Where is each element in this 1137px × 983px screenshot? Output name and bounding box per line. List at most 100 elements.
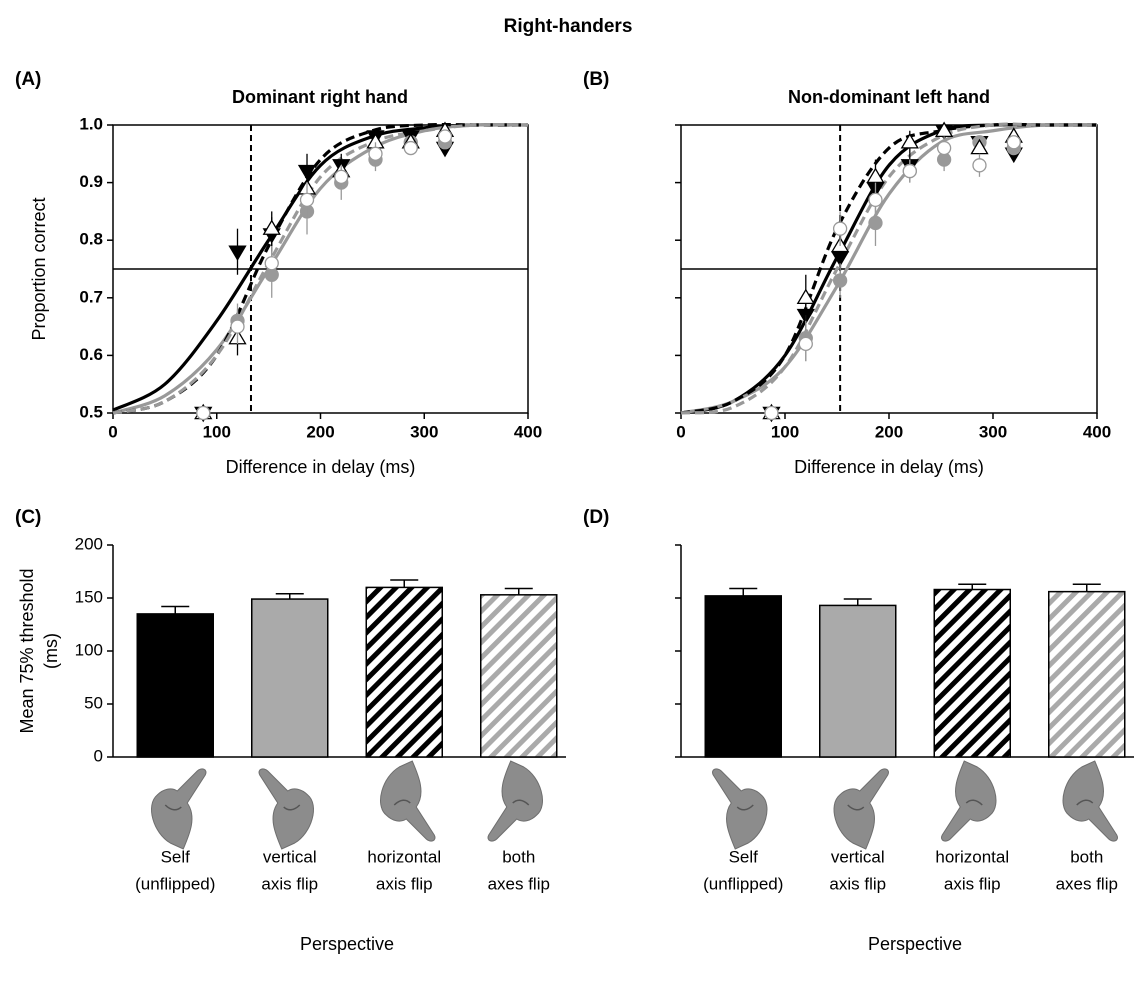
data-point [796,288,815,305]
hand-image [1062,760,1118,842]
panel-label: (C) [15,507,41,528]
data-point [403,140,418,156]
y-tick-label: 200 [75,534,103,553]
x-tick-label: 100 [203,422,231,441]
y-tick-label: 0.8 [79,230,103,249]
hand-image [151,768,207,850]
y-tick-label: 0.6 [79,345,103,364]
error-bar [843,598,872,606]
y-axis-label: Mean 75% threshold [17,568,37,733]
hand-shade [1076,799,1094,806]
category-label: vertical [263,847,317,866]
bar [704,595,782,758]
panel-label: (B) [583,69,609,90]
category-label: axis flip [829,874,886,893]
data-point [868,192,883,208]
hand-image [487,760,543,842]
data-point [868,215,883,231]
y-tick-label: 0.5 [79,402,103,421]
x-tick-label: 100 [771,422,799,441]
x-tick-label: 400 [514,422,542,441]
y-axis-label: (ms) [41,633,61,669]
data-point [832,221,848,236]
category-label: Self [161,847,191,866]
data-point [334,169,349,184]
category-label: horizontal [367,847,441,866]
hand-image [258,768,314,850]
fit-curve [112,123,529,412]
y-tick-label: 100 [75,640,103,659]
bar [136,613,214,758]
x-axis-label: Perspective [868,934,962,954]
hand-shade [736,804,754,811]
data-point [1006,135,1021,150]
data-point [228,245,247,262]
category-label: axis flip [376,874,433,893]
data-point [832,273,848,288]
hand-image [833,768,889,850]
y-tick-label: 0.7 [79,287,103,306]
panel-title: Dominant right hand [232,87,408,107]
fit-curve [680,122,1097,415]
data-point [970,138,989,155]
category-label: axis flip [944,874,1001,893]
bar [480,594,558,758]
bar [251,598,329,758]
category-label: (unflipped) [703,874,783,893]
data-point [368,146,383,161]
data-point [798,336,813,352]
bar [1048,590,1126,758]
data-point [262,219,281,235]
data-point [902,163,917,179]
data-point [299,192,315,208]
fit-curve [680,122,1098,415]
data-point [196,405,211,421]
hand-shade [965,799,983,806]
x-tick-label: 0 [676,422,685,441]
bar [933,588,1011,758]
bar [365,586,443,758]
y-tick-label: 1.0 [79,114,103,133]
x-axis-label: Difference in delay (ms) [794,457,984,477]
panel-title: Non-dominant left hand [788,87,990,107]
hand-shade [393,799,411,806]
y-axis-label: Proportion correct [29,197,49,340]
hand-shade [847,804,865,811]
x-tick-label: 200 [875,422,903,441]
hand-shade [512,799,530,806]
x-tick-label: 0 [108,422,117,441]
y-tick-label: 0.9 [79,172,103,191]
hand-image [712,768,768,850]
error-bar [1072,583,1101,592]
category-label: both [1070,847,1103,866]
category-label: Self [729,847,759,866]
hand-image [941,760,997,842]
hand-shade [283,804,301,811]
data-point [972,158,987,173]
y-tick-label: 50 [84,693,103,712]
error-bar [275,593,304,600]
data-point [934,121,954,138]
data-point [900,132,919,149]
error-bar [729,587,758,596]
error-bar [504,587,533,595]
x-tick-label: 300 [979,422,1007,441]
category-label: axes flip [488,874,550,893]
x-axis-label: Difference in delay (ms) [226,457,416,477]
x-axis-label: Perspective [300,934,394,954]
data-point [230,319,245,334]
x-tick-label: 200 [306,422,334,441]
data-point [764,405,779,421]
category-label: horizontal [935,847,1009,866]
category-label: axis flip [261,874,318,893]
hand-image [380,760,436,842]
category-label: (unflipped) [135,874,215,893]
data-point [264,256,279,271]
x-tick-label: 400 [1083,422,1111,441]
y-tick-label: 150 [75,587,103,606]
hand-shade [164,804,182,811]
category-label: axes flip [1056,874,1118,893]
figure-title: Right-handers [504,16,633,37]
error-bar [161,605,190,614]
